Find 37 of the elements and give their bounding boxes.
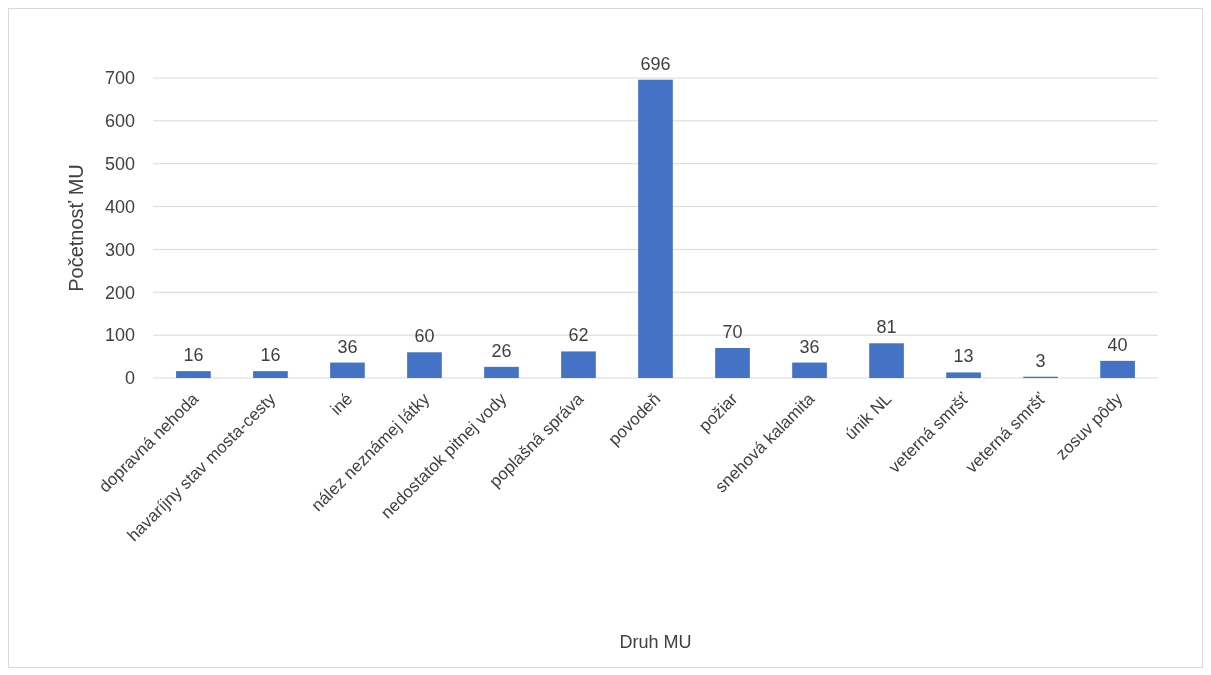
bar: [176, 371, 211, 378]
data-label: 70: [722, 322, 743, 342]
data-label: 60: [414, 326, 435, 347]
y-tick-label: 700: [104, 68, 135, 89]
data-label: 16: [260, 345, 281, 366]
bar: [792, 362, 827, 378]
bar: [1100, 360, 1135, 378]
bar: [407, 352, 442, 378]
y-tick-label: 0: [124, 368, 135, 389]
x-axis-title: Druh MU: [619, 632, 692, 652]
data-label: 696: [640, 53, 671, 74]
data-label: 81: [876, 317, 897, 338]
bar: [946, 372, 981, 378]
bar: [638, 79, 673, 378]
y-tick-label: 500: [104, 154, 135, 175]
data-label: 36: [799, 336, 820, 357]
bar: [869, 343, 904, 378]
data-label: 40: [1107, 334, 1128, 355]
data-label: 26: [491, 340, 512, 361]
y-tick-label: 100: [104, 325, 135, 346]
y-tick-label: 600: [104, 111, 135, 132]
bar: [484, 366, 519, 378]
data-label: 13: [953, 346, 974, 367]
x-tick-label: únik NL: [841, 389, 896, 444]
x-tick-label: iné: [326, 389, 357, 419]
bar: [715, 348, 750, 378]
bar: [561, 351, 596, 378]
data-label: 62: [568, 325, 589, 346]
data-label: 36: [337, 336, 358, 357]
data-label: 3: [1035, 350, 1046, 371]
bar: [330, 362, 365, 378]
y-tick-label: 400: [104, 196, 135, 217]
y-tick-label: 200: [104, 282, 135, 303]
bar: [253, 371, 288, 378]
y-axis-title: Početnosť MU: [65, 164, 87, 292]
y-tick-label: 300: [104, 239, 135, 260]
data-label: 16: [183, 345, 204, 366]
